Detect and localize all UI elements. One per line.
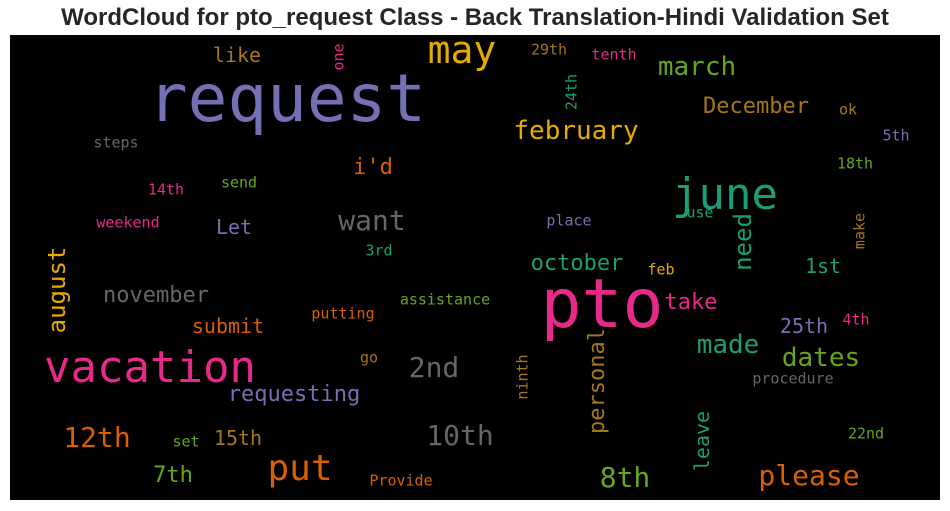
word-made: made bbox=[696, 330, 760, 360]
word-4th: 4th bbox=[842, 310, 870, 329]
word-february: february bbox=[513, 116, 639, 146]
word-22nd: 22nd bbox=[847, 424, 885, 443]
word-like: like bbox=[212, 43, 262, 67]
word-august: august bbox=[43, 246, 71, 334]
word-requesting: requesting bbox=[227, 382, 361, 407]
word-personal: personal bbox=[585, 328, 610, 434]
word-feb: feb bbox=[647, 260, 675, 279]
word-25th: 25th bbox=[779, 314, 829, 338]
word-pto: pto bbox=[540, 265, 664, 344]
word-29th: 29th bbox=[530, 40, 568, 59]
word-14th: 14th bbox=[147, 180, 185, 199]
word-leave: leave bbox=[690, 410, 714, 472]
word-dates: dates bbox=[781, 343, 861, 373]
word-one: one bbox=[329, 43, 348, 71]
word-go: go bbox=[359, 348, 379, 367]
word-please: please bbox=[758, 459, 860, 492]
word-18th: 18th bbox=[836, 154, 874, 173]
word-12th: 12th bbox=[63, 421, 131, 454]
word-8th: 8th bbox=[599, 461, 651, 494]
word-march: march bbox=[657, 52, 737, 82]
word-i-d: i'd bbox=[353, 155, 393, 180]
word-december: December bbox=[703, 94, 809, 119]
word-november: november bbox=[103, 283, 209, 308]
word-make: make bbox=[850, 212, 869, 250]
word-5th: 5th bbox=[882, 126, 910, 145]
word-24th: 24th bbox=[562, 73, 581, 111]
word-putting: putting bbox=[311, 304, 375, 323]
word-use: use bbox=[686, 203, 714, 222]
word-1st: 1st bbox=[804, 254, 842, 278]
word-need: need bbox=[729, 213, 757, 271]
word-10th: 10th bbox=[426, 419, 494, 452]
word-ok: ok bbox=[838, 100, 858, 119]
word-want: want bbox=[338, 204, 406, 237]
word-weekend: weekend bbox=[96, 213, 160, 232]
word-15th: 15th bbox=[213, 426, 263, 450]
word-assistance: assistance bbox=[399, 290, 491, 309]
chart-title: WordCloud for pto_request Class - Back T… bbox=[61, 4, 889, 31]
word-steps: steps bbox=[93, 133, 139, 152]
word-place: place bbox=[546, 211, 592, 230]
word-tenth: tenth bbox=[591, 45, 637, 64]
word-june: june bbox=[672, 169, 778, 220]
word-set: set bbox=[172, 432, 200, 451]
word-provide: Provide bbox=[369, 471, 433, 490]
word-procedure: procedure bbox=[752, 369, 834, 388]
word-3rd: 3rd bbox=[365, 241, 393, 260]
word-take: take bbox=[664, 290, 718, 315]
word-ninth: ninth bbox=[513, 354, 532, 400]
word-let: Let bbox=[215, 215, 253, 239]
word-may: may bbox=[427, 35, 497, 72]
word-vacation: vacation bbox=[44, 342, 256, 393]
word-2nd: 2nd bbox=[408, 351, 460, 384]
word-october: october bbox=[530, 251, 624, 276]
word-put: put bbox=[267, 448, 333, 489]
word-submit: submit bbox=[191, 314, 265, 338]
word-send: send bbox=[220, 173, 258, 192]
word-request: request bbox=[147, 60, 427, 137]
wordcloud-canvas: request pto vacation june may put march … bbox=[10, 35, 940, 500]
word-7th: 7th bbox=[153, 463, 193, 488]
